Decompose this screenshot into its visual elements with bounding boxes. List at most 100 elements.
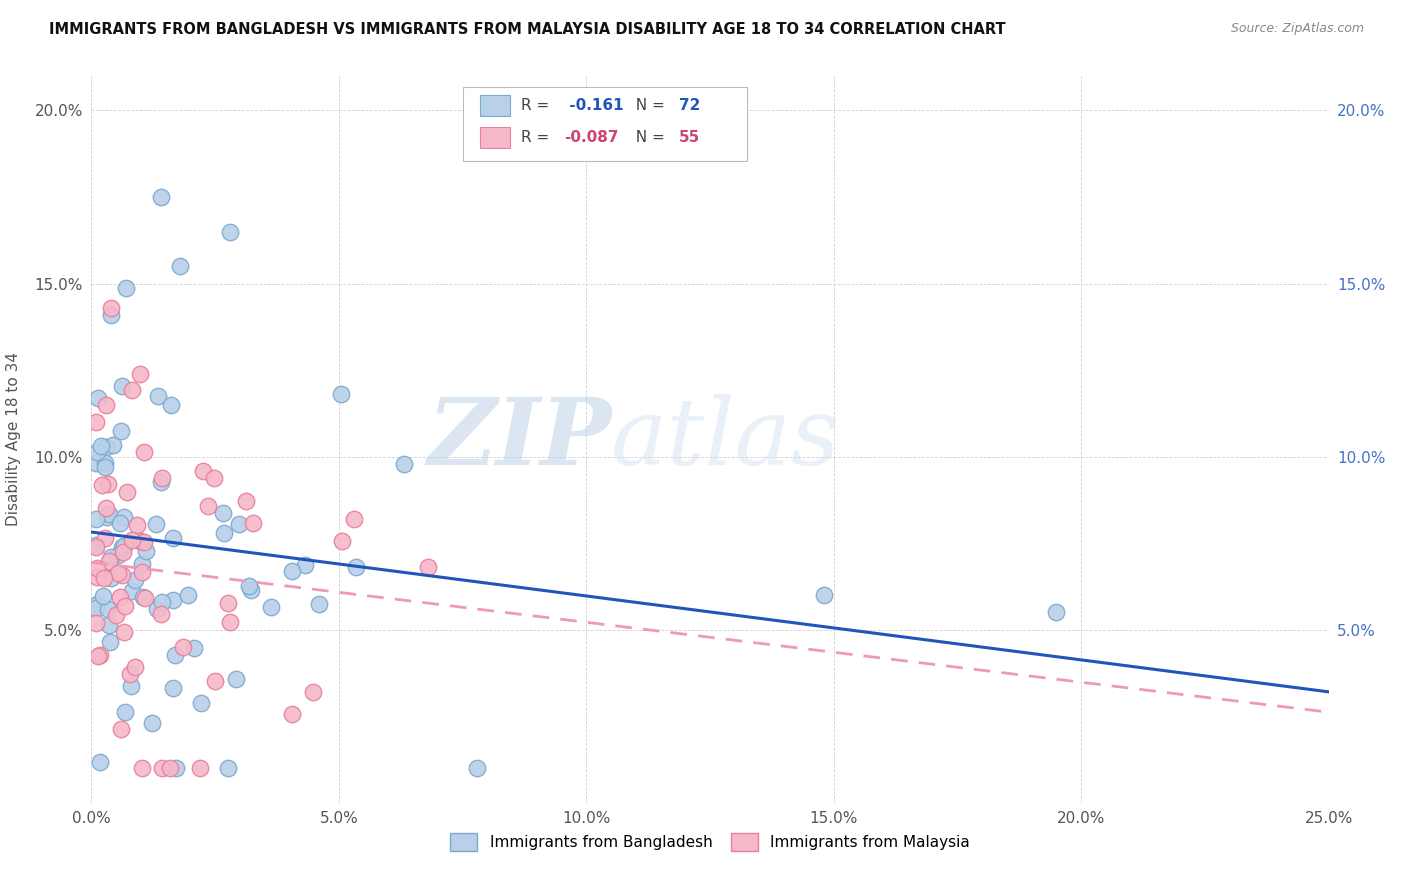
Point xyxy=(813,588,835,602)
Point xyxy=(188,761,211,775)
Text: 55: 55 xyxy=(679,130,700,145)
Point xyxy=(107,566,129,581)
Point xyxy=(169,259,191,273)
Point xyxy=(86,512,108,526)
Point xyxy=(219,225,242,239)
Text: 72: 72 xyxy=(679,98,700,113)
Point xyxy=(150,595,173,609)
Point xyxy=(86,615,108,630)
Point xyxy=(86,415,108,429)
Point xyxy=(97,554,120,568)
Point xyxy=(93,571,115,585)
Point xyxy=(114,599,136,613)
Point xyxy=(96,440,118,454)
Point xyxy=(218,615,240,630)
Point xyxy=(302,685,325,699)
Point xyxy=(135,544,157,558)
Point xyxy=(238,579,260,593)
Point xyxy=(228,516,250,531)
Point xyxy=(165,761,187,775)
Point xyxy=(225,672,247,686)
Point xyxy=(159,761,181,775)
Point xyxy=(162,593,184,607)
Text: -0.161: -0.161 xyxy=(564,98,624,113)
Point xyxy=(308,597,330,611)
Point xyxy=(112,510,135,524)
Point xyxy=(150,475,173,490)
FancyBboxPatch shape xyxy=(479,95,509,116)
Point xyxy=(111,568,134,582)
Point xyxy=(467,761,489,775)
Point xyxy=(115,281,138,295)
Point xyxy=(1045,606,1067,620)
Point xyxy=(100,308,122,322)
Point xyxy=(217,761,239,775)
Point xyxy=(235,494,257,508)
Point xyxy=(89,648,111,662)
Point xyxy=(94,459,117,474)
Point xyxy=(163,648,186,663)
Legend: Immigrants from Bangladesh, Immigrants from Malaysia: Immigrants from Bangladesh, Immigrants f… xyxy=(444,827,976,857)
Point xyxy=(120,679,142,693)
Point xyxy=(111,540,134,554)
Point xyxy=(212,506,235,520)
Point xyxy=(110,723,132,737)
Point xyxy=(392,458,415,472)
Point xyxy=(90,478,112,492)
FancyBboxPatch shape xyxy=(463,87,747,161)
Point xyxy=(125,518,148,533)
Point xyxy=(330,387,353,401)
Point xyxy=(98,617,121,632)
Point xyxy=(132,445,155,459)
Point xyxy=(96,510,118,524)
Point xyxy=(112,625,135,640)
Point xyxy=(86,444,108,458)
Point xyxy=(100,571,122,585)
Point xyxy=(101,438,124,452)
Point xyxy=(202,471,225,485)
Point xyxy=(150,471,173,485)
Point xyxy=(129,533,152,548)
Point xyxy=(98,635,121,649)
Point xyxy=(90,439,112,453)
Point xyxy=(112,539,135,553)
Point xyxy=(193,463,215,477)
Point xyxy=(121,533,143,547)
Point xyxy=(111,545,134,559)
Point xyxy=(150,761,173,775)
Point xyxy=(97,477,120,491)
Text: -0.087: -0.087 xyxy=(564,130,619,145)
Point xyxy=(146,602,169,616)
Point xyxy=(330,534,353,549)
Text: N =: N = xyxy=(626,98,669,113)
Point xyxy=(86,648,108,663)
Point xyxy=(214,525,236,540)
Text: R =: R = xyxy=(520,98,554,113)
Point xyxy=(416,560,439,574)
Point xyxy=(86,570,108,584)
Point xyxy=(107,548,129,562)
Point xyxy=(342,512,364,526)
Point xyxy=(86,538,108,552)
Point xyxy=(115,485,138,500)
Point xyxy=(129,367,152,381)
Point xyxy=(98,508,121,522)
Point xyxy=(94,456,117,470)
Point xyxy=(132,535,155,549)
Point xyxy=(121,383,143,397)
Text: ZIP: ZIP xyxy=(427,394,612,484)
Point xyxy=(87,392,110,406)
Point xyxy=(100,301,122,315)
Point xyxy=(173,640,195,655)
Point xyxy=(177,588,200,602)
Point xyxy=(108,591,131,605)
Point xyxy=(190,696,212,710)
Point xyxy=(197,499,219,513)
Point xyxy=(146,388,169,402)
Point xyxy=(162,532,184,546)
Point xyxy=(86,597,108,611)
Point xyxy=(86,561,108,575)
Point xyxy=(124,660,146,674)
Point xyxy=(141,715,163,730)
Point xyxy=(104,608,127,623)
